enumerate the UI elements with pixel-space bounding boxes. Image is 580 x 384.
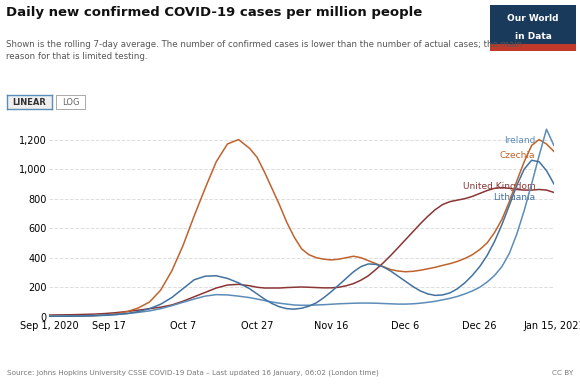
Text: in Data: in Data <box>514 32 552 41</box>
Text: CC BY: CC BY <box>552 369 573 376</box>
Text: Our World: Our World <box>508 13 559 23</box>
Text: LINEAR: LINEAR <box>13 98 46 107</box>
Text: Ireland: Ireland <box>504 136 535 145</box>
Text: LOG: LOG <box>62 98 79 107</box>
Text: Lithuania: Lithuania <box>493 194 535 202</box>
Text: Czechia: Czechia <box>500 151 535 161</box>
Text: Source: Johns Hopkins University CSSE COVID-19 Data – Last updated 16 January, 0: Source: Johns Hopkins University CSSE CO… <box>7 369 379 376</box>
Text: United Kingdom: United Kingdom <box>463 182 535 190</box>
Text: Shown is the rolling 7-day average. The number of confirmed cases is lower than : Shown is the rolling 7-day average. The … <box>6 40 522 61</box>
Text: Daily new confirmed COVID-19 cases per million people: Daily new confirmed COVID-19 cases per m… <box>6 6 422 19</box>
